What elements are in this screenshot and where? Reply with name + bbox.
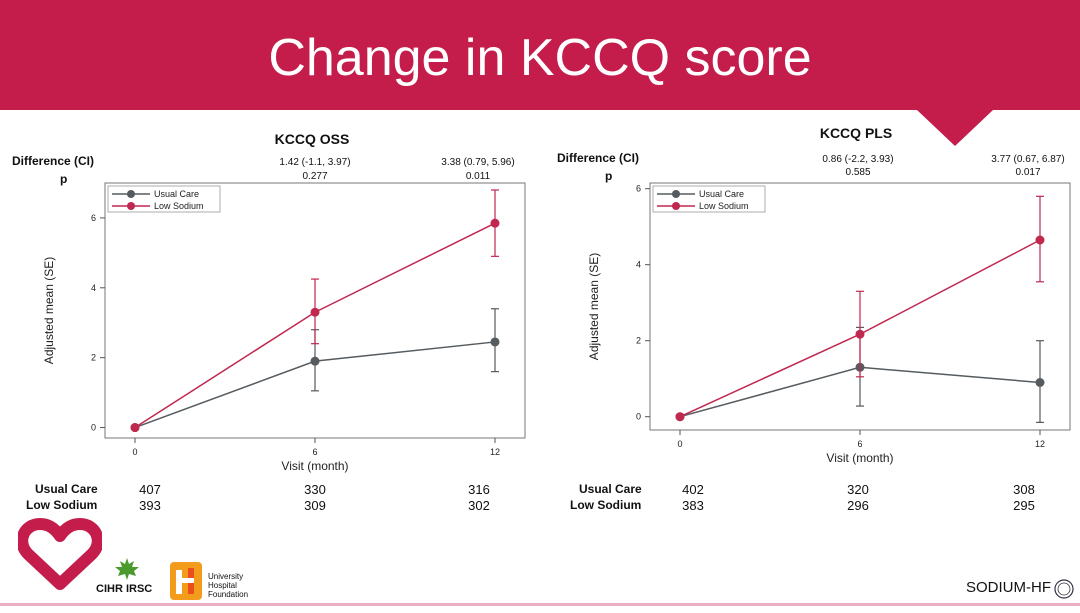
y-tick-label: 6 (91, 213, 96, 223)
banner-notch (917, 110, 993, 146)
n-usual-12-left: 316 (468, 482, 490, 497)
data-point (855, 329, 865, 339)
title-banner (0, 0, 1080, 110)
data-point (1035, 235, 1045, 245)
data-point (490, 218, 500, 228)
n-low-label-left: Low Sodium (26, 498, 98, 512)
difference-label-left: Difference (CI) (12, 154, 95, 168)
p-label-right: p (605, 169, 613, 183)
chart-kccq-pls: 0 2 4 6 0 6 12 Visit (month) Adjusted mean (SE) U… (587, 182, 1071, 465)
footer-rule (0, 603, 1080, 606)
legend-box (107, 185, 221, 213)
n-low-label-right: Low Sodium (570, 498, 642, 512)
sodium-hf-logo-text: SODIUM-HF (966, 579, 1051, 596)
sodium-hf-seal-icon (1054, 579, 1074, 599)
n-low-12-right: 295 (1013, 498, 1035, 513)
legend-entry: Low Sodium (699, 201, 749, 211)
uhf-logo-icon (170, 562, 202, 600)
n-usual-label-left: Usual Care (35, 482, 98, 496)
n-low-0-left: 393 (139, 498, 161, 513)
panel-title-pls: KCCQ PLS (819, 125, 893, 141)
y-tick-label: 6 (636, 184, 641, 194)
legend-swatch-marker (672, 202, 680, 210)
y-tick-label: 4 (636, 260, 641, 270)
y-tick-label: 2 (636, 336, 641, 346)
data-point (310, 356, 320, 366)
difference-label-right: Difference (CI) (557, 151, 640, 165)
p-6-oss: 0.277 (302, 171, 328, 182)
n-usual-label-right: Usual Care (579, 482, 642, 496)
p-12-oss: 0.011 (465, 171, 491, 182)
x-tick-label: 12 (490, 447, 500, 457)
n-low-6-right: 296 (847, 498, 869, 513)
x-tick-label: 6 (312, 447, 317, 457)
x-axis-label: Visit (month) (281, 459, 348, 473)
panel-title-oss: KCCQ OSS (274, 131, 350, 147)
p-6-pls: 0.585 (845, 167, 871, 178)
x-tick-label: 12 (1035, 439, 1045, 449)
legend-box (652, 185, 766, 213)
slide-title: Change in KCCQ score (268, 29, 812, 87)
n-low-0-right: 383 (682, 498, 704, 513)
n-low-12-left: 302 (468, 498, 490, 513)
diff-12-pls: 3.77 (0.67, 6.87) (991, 154, 1065, 165)
y-tick-label: 4 (91, 283, 96, 293)
y-axis-label: Adjusted mean (SE) (587, 253, 601, 360)
uhf-logo-text: University Hospital Foundation (208, 572, 249, 599)
n-usual-12-right: 308 (1013, 482, 1035, 497)
maple-leaf-icon (115, 558, 139, 580)
x-tick-label: 6 (857, 439, 862, 449)
p-12-pls: 0.017 (1015, 167, 1041, 178)
y-axis-label: Adjusted mean (SE) (42, 257, 56, 364)
legend-swatch-marker (127, 202, 135, 210)
x-tick-label: 0 (677, 439, 682, 449)
data-point (1035, 378, 1045, 387)
diff-12-oss: 3.38 (0.79, 5.96) (441, 157, 515, 168)
diff-6-oss: 1.42 (-1.1, 3.97) (279, 157, 351, 168)
n-usual-0-left: 407 (139, 482, 161, 497)
y-tick-label: 2 (91, 353, 96, 363)
legend-entry: Low Sodium (154, 201, 204, 211)
data-point (675, 412, 685, 422)
n-low-6-left: 309 (304, 498, 326, 513)
data-point (130, 423, 140, 433)
n-usual-0-right: 402 (682, 482, 704, 497)
n-usual-6-left: 330 (304, 482, 326, 497)
legend-entry: Usual Care (154, 189, 199, 199)
x-tick-label: 0 (132, 447, 137, 457)
legend-entry: Usual Care (699, 189, 744, 199)
diff-6-pls: 0.86 (-2.2, 3.93) (822, 154, 894, 165)
heart-logo-icon (18, 518, 102, 590)
p-label-left: p (60, 172, 68, 186)
legend-swatch-marker (672, 190, 680, 198)
y-tick-label: 0 (91, 423, 96, 433)
data-point (310, 307, 320, 317)
y-tick-label: 0 (636, 412, 641, 422)
chart-kccq-oss: 0 2 4 6 0 6 12 Visit (month) Adjusted mean (SE) U… (42, 182, 526, 473)
x-axis-label: Visit (month) (826, 451, 893, 465)
n-usual-6-right: 320 (847, 482, 869, 497)
legend-swatch-marker (127, 190, 135, 198)
cihr-logo-text: CIHR IRSC (96, 583, 153, 595)
data-point (490, 337, 500, 347)
